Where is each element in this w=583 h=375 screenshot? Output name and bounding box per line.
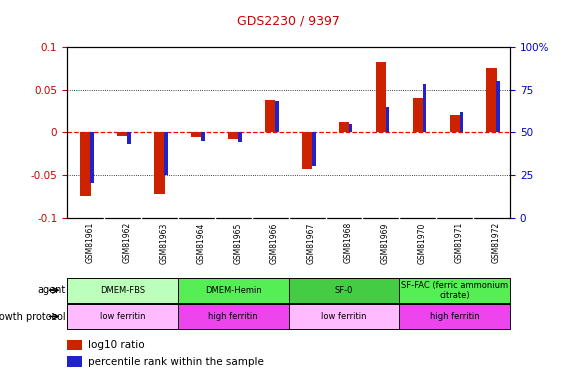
Text: DMEM-FBS: DMEM-FBS bbox=[100, 286, 145, 295]
Bar bbox=[178, 278, 289, 303]
Bar bbox=[67, 278, 178, 303]
Text: DMEM-Hemin: DMEM-Hemin bbox=[205, 286, 262, 295]
Text: GSM81961: GSM81961 bbox=[86, 222, 94, 263]
Bar bbox=[312, 132, 315, 166]
Bar bbox=[127, 132, 131, 144]
Bar bbox=[154, 132, 164, 194]
Bar bbox=[375, 62, 386, 132]
Bar bbox=[90, 132, 94, 183]
Bar bbox=[459, 112, 463, 132]
Text: GSM81963: GSM81963 bbox=[159, 222, 168, 264]
Text: GSM81969: GSM81969 bbox=[381, 222, 390, 264]
Bar bbox=[117, 132, 128, 136]
Bar bbox=[349, 124, 353, 132]
Bar bbox=[67, 304, 178, 329]
Bar bbox=[164, 132, 168, 175]
Bar bbox=[423, 84, 426, 132]
Text: GDS2230 / 9397: GDS2230 / 9397 bbox=[237, 15, 340, 28]
Text: GSM81970: GSM81970 bbox=[418, 222, 427, 264]
Text: GSM81972: GSM81972 bbox=[491, 222, 501, 263]
Bar bbox=[413, 98, 423, 132]
Bar bbox=[289, 304, 399, 329]
Text: GSM81967: GSM81967 bbox=[307, 222, 316, 264]
Text: GSM81962: GSM81962 bbox=[122, 222, 131, 263]
Bar bbox=[80, 132, 91, 196]
Bar bbox=[238, 132, 242, 142]
Text: GSM81971: GSM81971 bbox=[455, 222, 463, 263]
Bar bbox=[497, 81, 500, 132]
Bar bbox=[191, 132, 202, 137]
Bar bbox=[201, 132, 205, 141]
Text: percentile rank within the sample: percentile rank within the sample bbox=[88, 357, 264, 367]
Text: low ferritin: low ferritin bbox=[321, 312, 367, 321]
Bar bbox=[67, 356, 82, 367]
Bar bbox=[302, 132, 312, 169]
Text: high ferritin: high ferritin bbox=[430, 312, 480, 321]
Text: GSM81968: GSM81968 bbox=[344, 222, 353, 263]
Text: GSM81964: GSM81964 bbox=[196, 222, 205, 264]
Text: GSM81965: GSM81965 bbox=[233, 222, 242, 264]
Bar bbox=[399, 278, 510, 303]
Bar bbox=[67, 340, 82, 350]
Bar bbox=[228, 132, 238, 139]
Bar bbox=[265, 100, 275, 132]
Text: SF-0: SF-0 bbox=[335, 286, 353, 295]
Text: GSM81966: GSM81966 bbox=[270, 222, 279, 264]
Bar bbox=[275, 102, 279, 132]
Text: SF-FAC (ferric ammonium
citrate): SF-FAC (ferric ammonium citrate) bbox=[401, 280, 508, 300]
Bar bbox=[386, 106, 389, 132]
Bar bbox=[339, 122, 349, 132]
Text: high ferritin: high ferritin bbox=[208, 312, 258, 321]
Text: growth protocol: growth protocol bbox=[0, 312, 65, 321]
Text: log10 ratio: log10 ratio bbox=[88, 340, 145, 350]
Bar bbox=[399, 304, 510, 329]
Bar bbox=[449, 115, 460, 132]
Text: low ferritin: low ferritin bbox=[100, 312, 145, 321]
Text: agent: agent bbox=[37, 285, 65, 295]
Bar bbox=[178, 304, 289, 329]
Bar bbox=[486, 68, 497, 132]
Bar bbox=[289, 278, 399, 303]
